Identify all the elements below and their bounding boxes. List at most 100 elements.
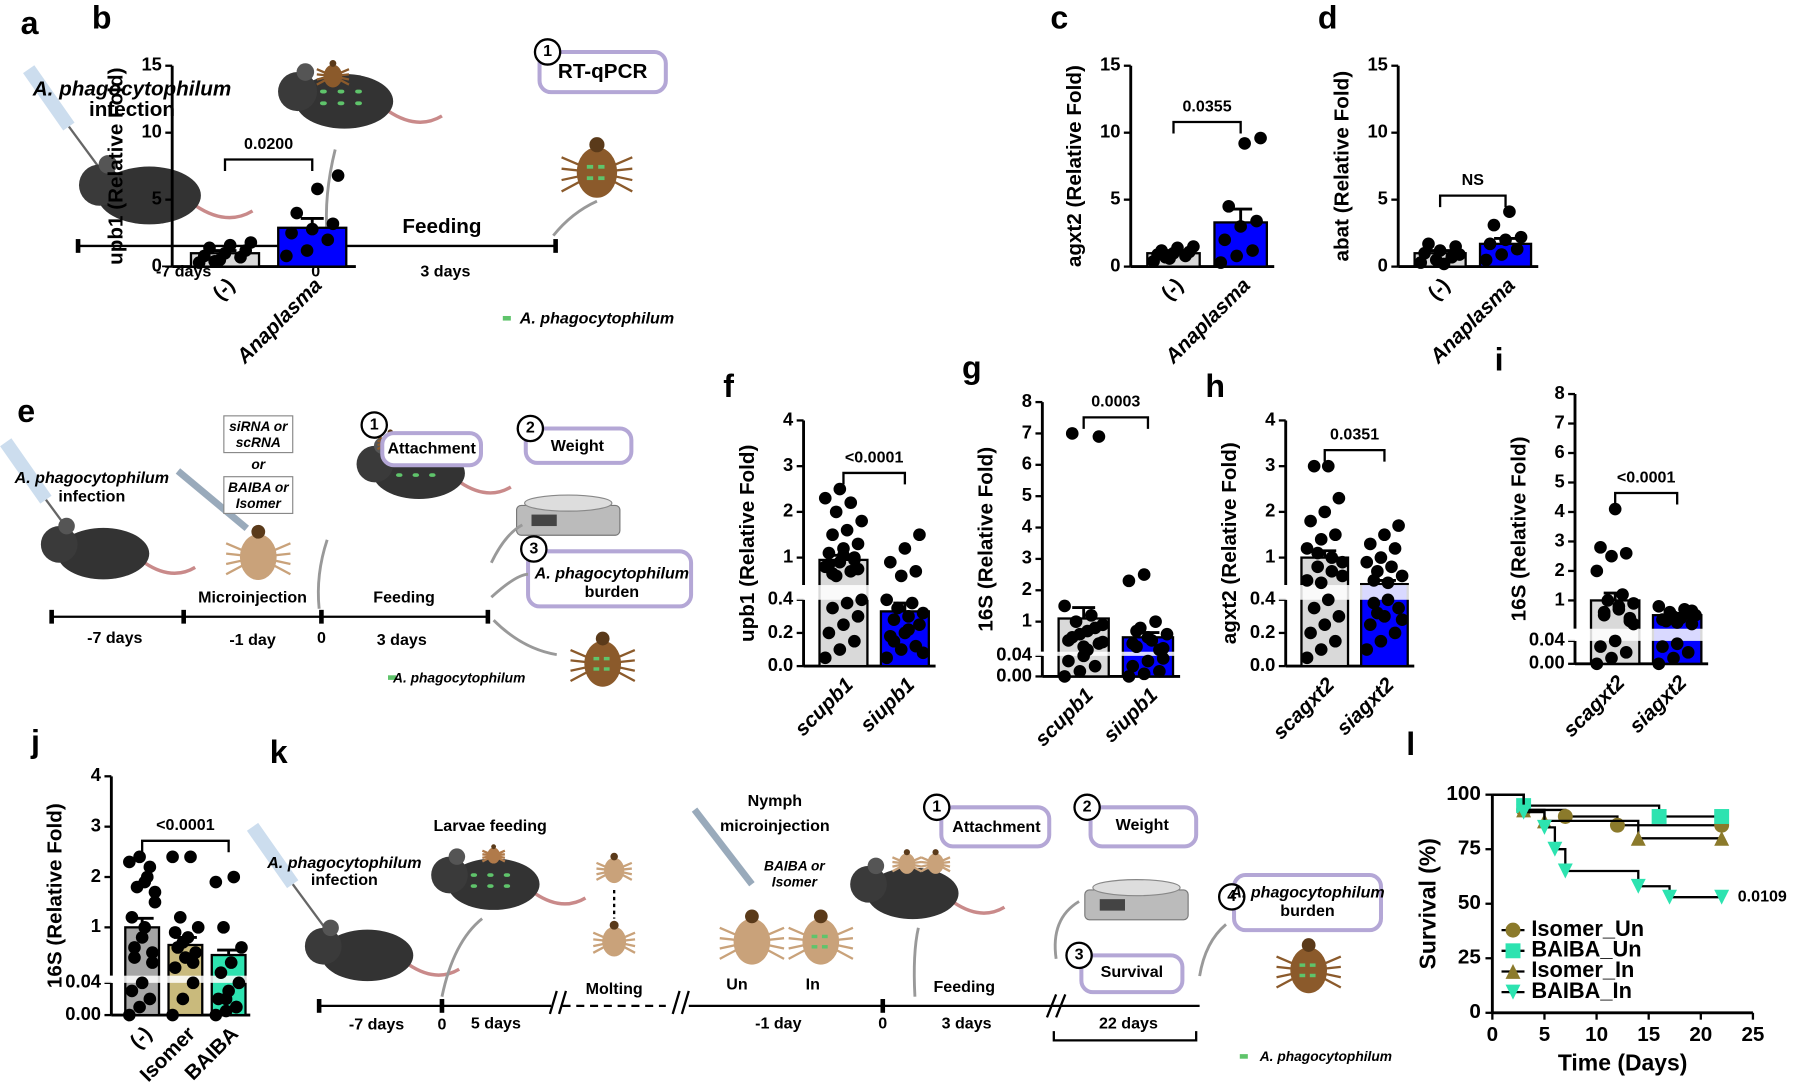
- significance-bracket: [842, 471, 907, 485]
- data-point: [128, 941, 141, 954]
- data-point: [1325, 551, 1339, 564]
- schematic-label: Feeding: [933, 978, 995, 996]
- data-point: [1619, 546, 1633, 560]
- schematic-label: BAIBA or: [228, 480, 289, 495]
- y-tick-label: 0.00: [996, 664, 1032, 685]
- data-point: [143, 992, 157, 1006]
- y-tick-label: 6: [1022, 453, 1032, 474]
- tick-body: [927, 853, 944, 874]
- data-point: [1096, 635, 1110, 649]
- schematic-label: 3: [529, 539, 538, 557]
- data-point: [1681, 646, 1695, 659]
- schematic-label: -1 day: [229, 631, 275, 649]
- data-point: [826, 528, 839, 542]
- data-point: [148, 895, 162, 909]
- data-point: [227, 870, 241, 884]
- arrow: [1053, 900, 1080, 960]
- data-point: [1652, 657, 1666, 671]
- data-point: [209, 1008, 223, 1022]
- y-axis-label: upb1 (Relative Fold): [736, 445, 759, 642]
- tick-body: [1290, 947, 1328, 994]
- data-point: [844, 496, 858, 510]
- bacteria: [598, 176, 605, 181]
- survival-marker: [1651, 809, 1667, 824]
- y-tick-label: 6: [1554, 441, 1564, 462]
- schematic-label: Weight: [551, 437, 605, 455]
- data-point: [1159, 250, 1172, 264]
- data-point: [203, 241, 216, 255]
- survival-marker: [1547, 841, 1563, 857]
- arrow: [492, 619, 557, 657]
- panel-letter: b: [92, 0, 112, 35]
- survival-marker: [1662, 889, 1678, 905]
- panel-letter: g: [962, 349, 982, 385]
- data-point: [146, 956, 159, 969]
- legend-marker: [1505, 922, 1521, 938]
- data-point: [186, 976, 200, 990]
- significance-bracket: [1082, 416, 1150, 429]
- data-point: [1300, 574, 1314, 587]
- x-tick-label: 5: [1539, 1023, 1551, 1046]
- step-box: [1079, 953, 1185, 995]
- mouse-head: [278, 72, 318, 112]
- data-point: [1141, 654, 1155, 668]
- schematic-label: Isomer: [772, 875, 818, 890]
- data-point: [913, 528, 926, 542]
- schematic-label: A. phagocytophilum: [266, 854, 421, 872]
- y-tick-label: 1: [91, 915, 101, 936]
- p-value: <0.0001: [845, 448, 904, 466]
- schematic-label: Isomer: [236, 496, 282, 511]
- data-point: [1483, 237, 1497, 251]
- data-point: [1656, 613, 1669, 626]
- mouse-head: [40, 526, 78, 563]
- x-tick-label: 20: [1689, 1023, 1712, 1046]
- syringe-needle: [291, 883, 326, 929]
- data-point: [128, 951, 141, 964]
- y-tick-label: 15: [1367, 54, 1387, 75]
- data-point: [1069, 615, 1083, 628]
- data-point: [1503, 205, 1516, 219]
- data-point: [138, 875, 152, 889]
- y-tick-label: 5: [1110, 187, 1120, 208]
- data-point: [1597, 605, 1611, 619]
- arrow: [316, 539, 329, 609]
- x-tick-label: (-): [208, 274, 239, 305]
- data-point: [1608, 634, 1622, 648]
- schematic-label: Survival: [1101, 963, 1164, 981]
- data-point: [916, 606, 930, 620]
- data-point: [1627, 597, 1640, 610]
- legend-marker: [1505, 943, 1521, 959]
- schematic-label: 5 days: [471, 1015, 521, 1033]
- schematic-label: Larvae feeding: [433, 817, 546, 835]
- data-point: [1222, 200, 1236, 213]
- option-box: [223, 476, 294, 515]
- data-point: [214, 966, 228, 979]
- schematic-label: 0: [311, 263, 320, 281]
- data-point: [898, 542, 912, 555]
- data-point: [818, 651, 832, 665]
- data-point: [1499, 233, 1512, 247]
- data-point: [1667, 651, 1680, 665]
- bracket: [1052, 1031, 1198, 1042]
- schematic-label: A. phagocytophilum: [32, 77, 232, 100]
- data-point: [1311, 546, 1324, 560]
- data-point: [1388, 626, 1402, 640]
- scale-pan: [1092, 879, 1181, 897]
- data-point: [1392, 519, 1405, 532]
- schematic-label: 1: [543, 42, 552, 60]
- schematic-label: 0: [437, 1016, 446, 1034]
- bacteria: [821, 945, 828, 949]
- bacteria: [593, 667, 600, 671]
- tick-body: [239, 534, 277, 581]
- schematic-label: 3 days: [377, 631, 427, 649]
- microinjector: [175, 468, 250, 532]
- data-point: [1126, 659, 1140, 673]
- y-tick-label: 0: [1469, 1000, 1481, 1023]
- data-point: [1367, 596, 1381, 610]
- x-tick-label: (-): [1157, 274, 1188, 305]
- data-point: [1126, 637, 1140, 650]
- option-box: [223, 415, 294, 454]
- y-tick-label: 5: [1378, 187, 1388, 208]
- mouse-body: [866, 867, 959, 920]
- y-tick-label: 2: [783, 500, 793, 521]
